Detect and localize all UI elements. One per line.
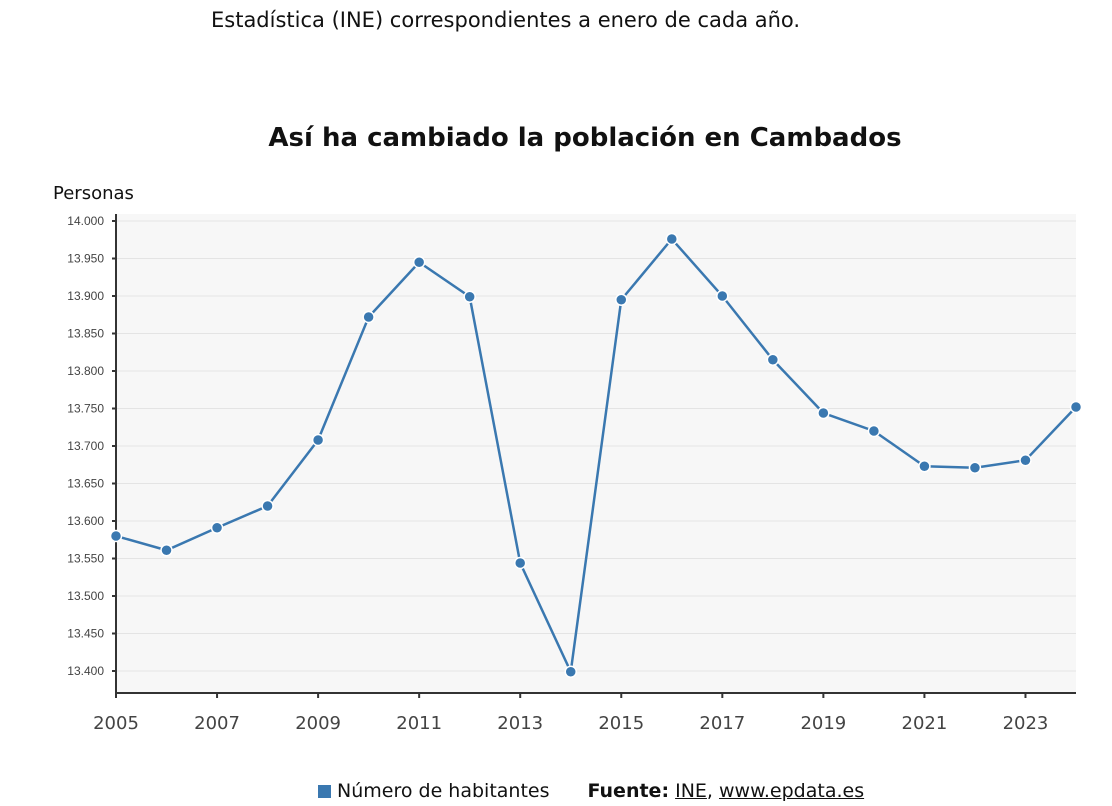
x-tick-label: 2019 <box>800 713 846 734</box>
data-point <box>311 433 325 447</box>
x-tick-label: 2005 <box>93 713 139 734</box>
data-point <box>261 499 274 513</box>
y-tick-label: 13.400 <box>67 664 104 678</box>
data-point <box>160 544 173 557</box>
y-tick-label: 13.450 <box>67 627 104 641</box>
legend-swatch <box>318 784 331 798</box>
data-point <box>665 232 679 246</box>
data-point <box>1069 400 1083 414</box>
data-point <box>918 460 931 473</box>
y-tick-label: 13.900 <box>67 289 104 303</box>
data-point <box>615 293 628 306</box>
y-tick-label: 13.550 <box>67 552 104 566</box>
y-tick-label: 13.800 <box>67 364 104 378</box>
chart-title: Así ha cambiado la población en Cambados <box>268 123 902 153</box>
source-label: Fuente: <box>587 780 670 802</box>
plot-background <box>116 214 1076 693</box>
x-tick-label: 2021 <box>902 713 948 734</box>
x-tick-label: 2009 <box>295 713 341 734</box>
series-line <box>115 237 1077 677</box>
source-link-epdata[interactable]: www.epdata.es <box>719 780 865 802</box>
data-point <box>362 310 375 324</box>
y-tick-label: 13.750 <box>67 402 104 416</box>
data-point <box>766 353 780 366</box>
y-tick-label: 13.600 <box>67 514 104 528</box>
source: Fuente: INE, www.epdata.es <box>588 780 865 802</box>
data-point <box>412 256 426 269</box>
y-tick-label: 13.700 <box>67 439 104 453</box>
x-tick-label: 2007 <box>194 713 240 734</box>
x-tick-label: 2013 <box>497 713 543 734</box>
data-point <box>564 665 577 678</box>
data-point <box>513 556 527 570</box>
x-tick-label: 2023 <box>1003 713 1049 734</box>
x-tick-label: 2011 <box>396 713 442 734</box>
data-point <box>817 406 830 420</box>
legend-label: Número de habitantes <box>337 780 550 802</box>
data-point <box>1019 454 1032 467</box>
data-point <box>716 289 729 303</box>
data-point <box>210 521 224 534</box>
legend: Número de habitantes Fuente: INE, www.ep… <box>318 780 864 802</box>
x-tick-label: 2017 <box>699 713 745 734</box>
y-tick-label: 13.950 <box>67 252 104 266</box>
y-tick-label: 13.850 <box>67 327 104 341</box>
data-point <box>867 424 881 438</box>
y-tick-label: 14.000 <box>67 214 104 228</box>
data-point <box>109 529 123 543</box>
y-tick-label: 13.500 <box>67 589 104 603</box>
data-point <box>463 290 476 303</box>
x-tick-label: 2015 <box>598 713 644 734</box>
y-axis-label: Personas <box>53 183 134 204</box>
source-separator: , <box>706 780 713 802</box>
data-point <box>968 461 982 474</box>
source-link-ine[interactable]: INE <box>675 780 707 802</box>
y-tick-label: 13.650 <box>67 477 104 491</box>
intro-text: Estadística (INE) correspondientes a ene… <box>211 8 801 32</box>
